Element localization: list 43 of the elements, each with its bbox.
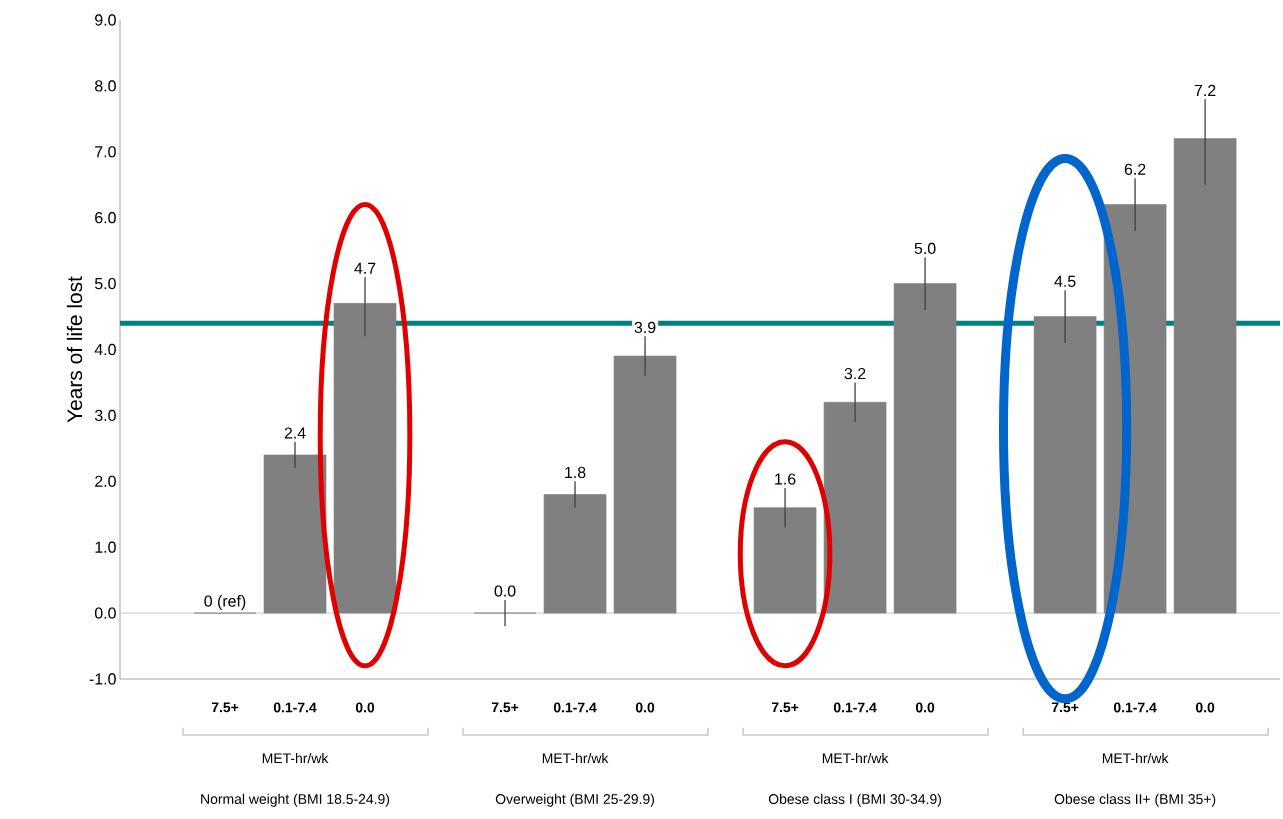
x-tick-label: 0.1-7.4 (553, 702, 597, 713)
x-tick-label: 7.5+ (491, 702, 519, 713)
y-tick-label: 6.0 (95, 212, 116, 224)
y-tick-label: 1.0 (95, 541, 116, 553)
data-label: 0.0 (494, 585, 516, 597)
data-label: 4.7 (354, 262, 376, 274)
x-tick-label: 0.0 (915, 702, 935, 713)
y-tick-label: -1.0 (89, 673, 116, 685)
x-tick-label: 0.0 (635, 702, 655, 713)
data-label: 5.0 (914, 242, 936, 255)
y-tick-label: 8.0 (95, 80, 116, 92)
x-tick-label: 0.0 (355, 702, 375, 713)
x-tick-label: 7.5+ (771, 702, 799, 713)
data-label: 6.2 (1124, 163, 1146, 175)
y-tick-label: 9.0 (95, 14, 116, 26)
y-tick-label: 7.0 (95, 146, 116, 158)
data-label: 3.2 (844, 367, 866, 380)
x-tick-label: 7.5+ (211, 702, 239, 713)
data-label: 7.2 (1194, 84, 1216, 96)
data-label: 0 (ref) (204, 595, 246, 610)
x-tick-label: 0.1-7.4 (1113, 702, 1157, 713)
y-tick-label: 0.0 (94, 607, 116, 619)
y-axis-title: Years of life lost (66, 276, 83, 423)
data-label: 1.8 (565, 466, 586, 479)
y-tick-label: 3.0 (94, 409, 116, 422)
data-label: 1.6 (775, 473, 796, 485)
y-tick-label: 2.0 (95, 475, 116, 487)
text: Overweight (BMI 25-29.9) (495, 793, 654, 807)
x-tick-label: 0.1-7.4 (833, 702, 877, 713)
data-label: 2.4 (284, 427, 306, 439)
text: MET-hr/wk (542, 752, 609, 764)
text: Obese class II+ (BMI 35+) (1054, 793, 1216, 807)
x-tick-label: 0.1-7.4 (273, 702, 317, 713)
y-tick-label: 4.0 (94, 343, 116, 356)
x-tick-label: 0.0 (1195, 702, 1215, 713)
data-label: 4.5 (1054, 275, 1076, 287)
text: MET-hr/wk (822, 752, 889, 764)
text: MET-hr/wk (262, 752, 329, 764)
y-tick-label: 5.0 (94, 277, 116, 290)
text: Obese class I (BMI 30-34.9) (768, 793, 942, 807)
data-label: 3.9 (634, 321, 656, 334)
text: MET-hr/wk (1102, 752, 1169, 764)
text: Normal weight (BMI 18.5-24.9) (201, 793, 390, 807)
